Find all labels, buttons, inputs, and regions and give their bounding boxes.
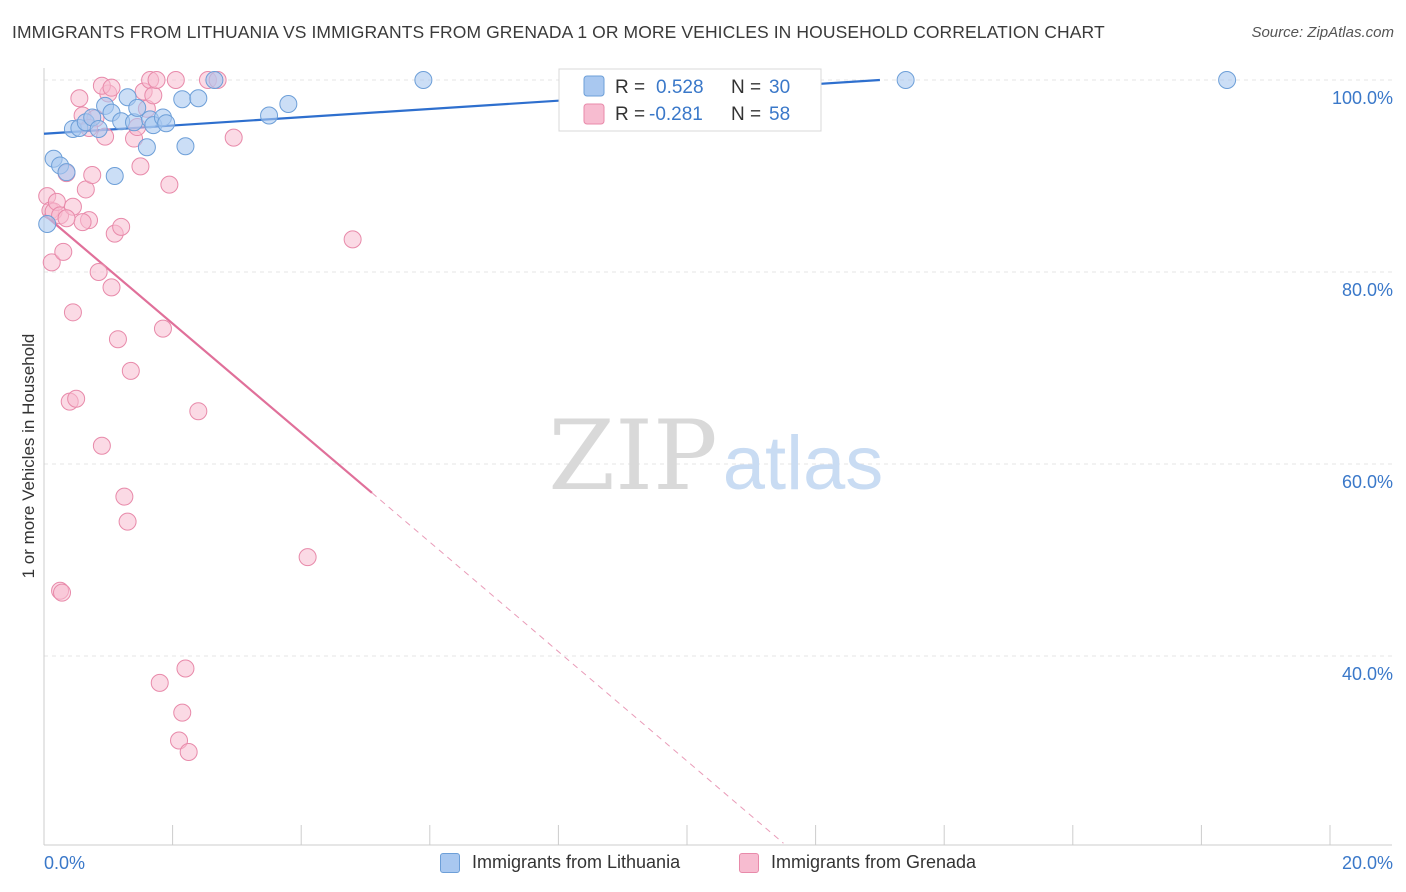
grenada-trend-line — [43, 213, 373, 494]
legend-r-value: 0.528 — [656, 77, 704, 98]
legend-label-grenada: Immigrants from Grenada — [771, 852, 977, 872]
data-points — [38, 71, 1237, 761]
legend-swatch-grenada — [739, 852, 759, 873]
grenada-point — [176, 659, 195, 678]
x-tick-label: 0.0% — [44, 853, 85, 873]
grenada-point — [118, 512, 137, 531]
grenada-point — [112, 217, 131, 236]
grenada-point — [63, 303, 82, 322]
grenada-point — [92, 436, 111, 455]
lithuania-point — [57, 163, 76, 182]
legend-r-label: R = — [615, 104, 645, 125]
axes — [43, 68, 1392, 846]
grenada-point — [53, 583, 72, 602]
lithuania-point — [279, 95, 298, 113]
grenada-point — [42, 253, 61, 272]
grenada-point — [179, 743, 198, 761]
y-tick-label: 100.0% — [1332, 88, 1393, 108]
legend-n-label: N = — [731, 77, 761, 98]
lithuania-point — [128, 98, 147, 117]
lithuania-point — [1218, 71, 1237, 89]
grenada-point — [89, 263, 108, 281]
legend-label-lithuania: Immigrants from Lithuania — [472, 852, 681, 872]
grenada-point — [57, 209, 76, 228]
y-tick-label: 40.0% — [1342, 664, 1393, 684]
x-tick-label: 20.0% — [1342, 853, 1393, 873]
legend-swatch-lithuania — [440, 852, 460, 873]
grenada-point — [147, 71, 166, 89]
legend-r-label: R = — [615, 77, 645, 98]
grenada-point — [102, 78, 121, 97]
grenada-point — [131, 157, 150, 176]
lithuania-point — [205, 71, 224, 89]
grenada-point — [160, 175, 179, 194]
lithuania-point — [414, 71, 433, 89]
y-tick-label: 80.0% — [1342, 280, 1393, 300]
watermark-zip: ZIP — [548, 400, 717, 512]
grenada-point — [153, 319, 172, 338]
legend-item-lithuania: Immigrants from Lithuania — [440, 852, 680, 873]
grenada-point — [144, 86, 163, 105]
grenada-point — [121, 361, 140, 380]
legend-swatch-grenada — [583, 103, 605, 125]
lithuania-point — [173, 90, 192, 109]
grenada-point — [73, 213, 92, 232]
legend-swatch-lithuania — [583, 75, 605, 97]
grenada-point — [298, 548, 317, 567]
legend-r-value: -0.281 — [649, 104, 703, 125]
legend-n-value: 58 — [769, 104, 790, 125]
chart-title: IMMIGRANTS FROM LITHUANIA VS IMMIGRANTS … — [12, 22, 1105, 42]
legend-n-value: 30 — [769, 77, 790, 98]
grenada-point — [54, 242, 73, 261]
legend-top: R = 0.528 N = 30 R = -0.281 N = 58 — [558, 68, 822, 132]
lithuania-point — [189, 89, 208, 108]
grenada-point — [67, 389, 86, 408]
grenada-point — [343, 230, 362, 249]
lithuania-point — [176, 137, 195, 156]
grenada-point — [189, 402, 208, 421]
legend-n-label: N = — [731, 104, 761, 125]
lithuania-point — [896, 71, 915, 89]
grenada-point — [70, 89, 89, 108]
grenada-point — [115, 487, 134, 506]
legend-bottom: Immigrants from Lithuania Immigrants fro… — [0, 852, 1406, 878]
lithuania-point — [137, 138, 156, 157]
lithuania-point — [89, 119, 108, 138]
lithuania-point — [105, 167, 124, 185]
legend-item-grenada: Immigrants from Grenada — [739, 852, 976, 873]
lithuania-point — [157, 114, 176, 133]
source-note: Source: ZipAtlas.com — [1251, 24, 1394, 41]
grid-lines — [44, 79, 1392, 657]
grenada-trend-extension — [371, 492, 784, 844]
grenada-point — [170, 731, 189, 750]
watermark: ZIP atlas — [548, 400, 883, 512]
watermark-atlas: atlas — [723, 421, 884, 506]
grenada-point — [173, 703, 192, 722]
grenada-point — [102, 278, 121, 297]
y-tick-label: 60.0% — [1342, 472, 1393, 492]
grenada-point — [150, 673, 169, 692]
tick-labels: 100.0% 80.0% 60.0% 40.0% 0.0% 20.0% — [44, 88, 1393, 873]
grenada-point — [166, 71, 185, 89]
lithuania-point — [38, 215, 57, 233]
grenada-point — [108, 330, 127, 349]
grenada-point — [224, 128, 243, 147]
grenada-point — [83, 166, 102, 185]
lithuania-point — [260, 106, 279, 125]
